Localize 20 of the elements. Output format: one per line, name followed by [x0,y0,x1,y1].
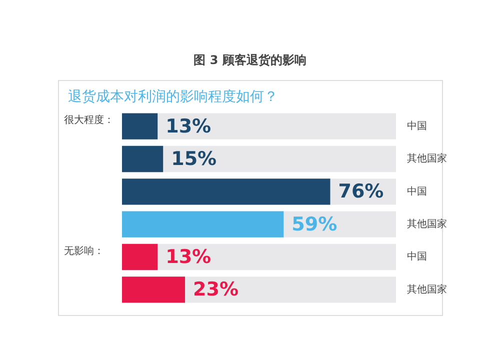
data-label: 76% [338,180,384,203]
data-label: 23% [193,278,239,301]
bar [122,276,186,303]
y-tick-label: 中国 [407,185,427,198]
data-label: 59% [292,213,338,236]
y-tick-label: 其他国家 [407,283,447,296]
chart-title: 图 3 顾客退货的影响 [192,52,308,69]
bar [122,244,158,270]
data-label: 15% [171,148,217,170]
data-label: 13% [166,246,212,268]
y-tick-label: 中国 [407,250,427,263]
bar [122,146,164,172]
text: 无影响： [64,244,104,258]
data-label: 13% [166,115,212,138]
bar [122,113,158,140]
chart-subtitle: 退货成本对利润的影响程度如何？ [68,88,278,106]
y-tick-label: 其他国家 [407,218,447,230]
y-tick-label: 其他国家 [407,152,447,165]
y-tick-label: 中国 [407,120,427,132]
text: 很大程度： [64,114,114,128]
